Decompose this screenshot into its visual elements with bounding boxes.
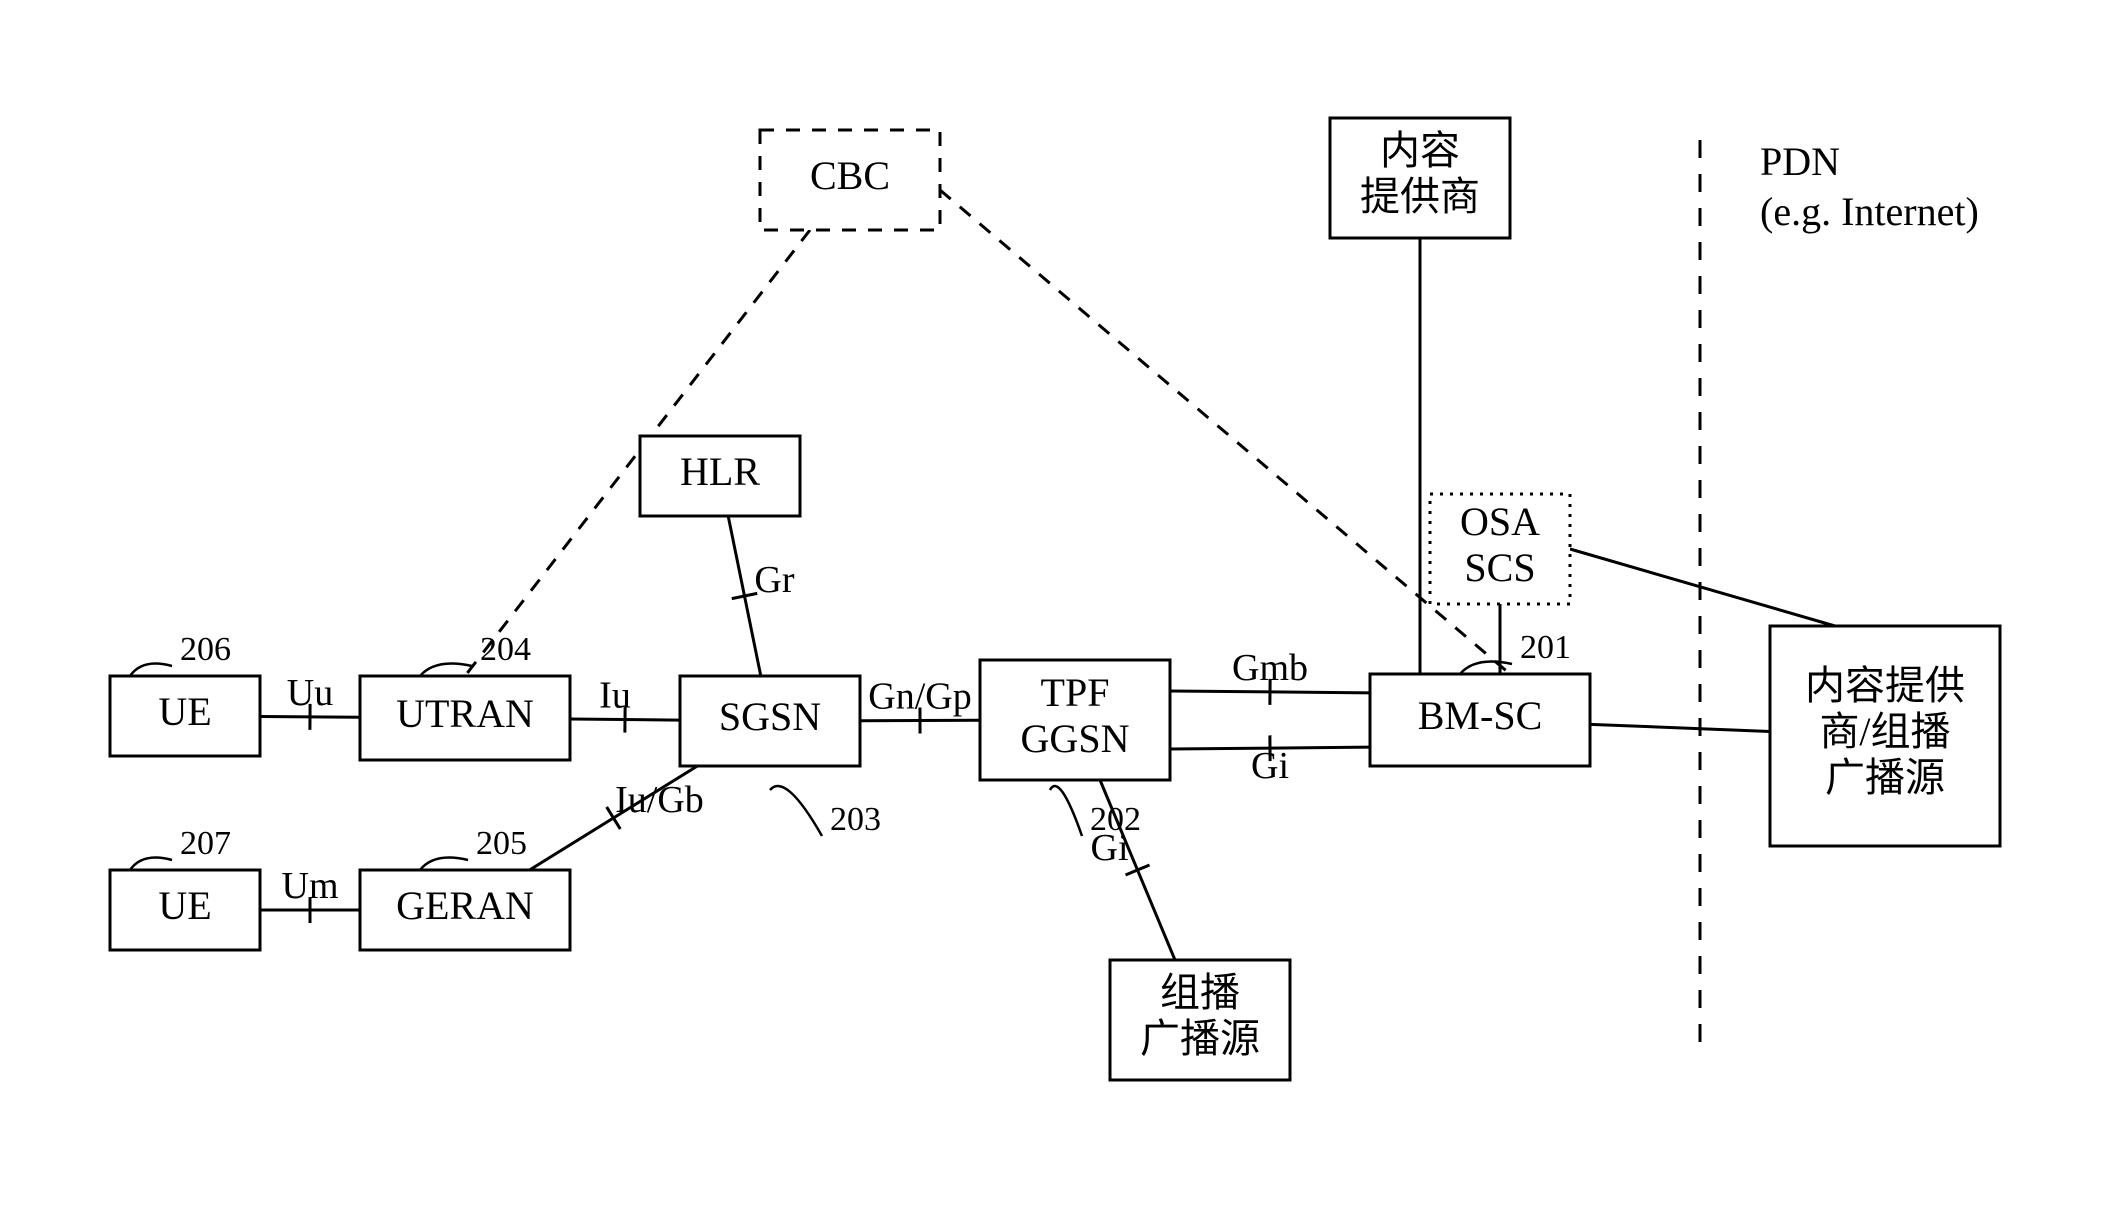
ref-label-sgsn: 203 <box>830 801 881 838</box>
nodes-layer: UE UE UTRAN GERAN HLR SGSN TPFGGSN BM-SC CBC 内容提供… <box>110 118 2000 1080</box>
edge-line-osa-content_provider_right-12 <box>1570 549 1835 626</box>
edge-label-tpf-bmsc-5: Gi <box>1251 745 1289 787</box>
node-geran-label-line0: GERAN <box>396 883 534 928</box>
node-ue1-label-line0: UE <box>158 689 211 734</box>
node-bmsc-label-line0: BM-SC <box>1418 693 1543 738</box>
edge-label-geran-sgsn-8: Iu/Gb <box>615 779 704 821</box>
ref-leader-sgsn <box>770 786 822 836</box>
ref-label-tpf: 202 <box>1090 801 1141 838</box>
node-tpf-label-line0: TPF <box>1041 670 1110 715</box>
ref-label-geran: 205 <box>476 825 527 862</box>
edge-label-tpf-bmsc-4: Gmb <box>1232 647 1308 689</box>
ref-leader-ue2 <box>130 858 172 870</box>
ref-label-bmsc: 201 <box>1520 629 1571 666</box>
node-content_provider_top-label-line1: 提供商 <box>1360 174 1480 219</box>
edge-label-utran-sgsn-2: Iu <box>599 675 631 717</box>
node-hlr-label-line0: HLR <box>680 449 760 494</box>
annot-layer: PDN (e.g. Internet) <box>1760 139 1979 234</box>
node-utran-label-line0: UTRAN <box>396 691 534 736</box>
edge-label-sgsn-tpf-3: Gn/Gp <box>868 676 971 718</box>
node-content_provider_top-label-line0: 内容 <box>1380 128 1460 173</box>
node-cbc-label-line0: CBC <box>810 153 890 198</box>
node-osa-label-line1: SCS <box>1464 545 1535 590</box>
node-content_provider_right-label-line0: 内容提供 <box>1805 663 1965 708</box>
network-architecture-diagram: UE UE UTRAN GERAN HLR SGSN TPFGGSN BM-SC CBC 内容提供… <box>0 0 2111 1227</box>
node-osa-label-line0: OSA <box>1460 499 1540 544</box>
ref-leader-geran <box>420 858 468 870</box>
ref-label-ue1: 206 <box>180 631 231 668</box>
ref-label-utran: 204 <box>480 631 531 668</box>
node-ue2-label-line0: UE <box>158 883 211 928</box>
edge-label-ue2-geran-1: Um <box>282 865 339 907</box>
node-sgsn-label-line0: SGSN <box>719 694 821 739</box>
annotation-pdn-line1: (e.g. Internet) <box>1760 189 1979 234</box>
node-tpf-label-line1: GGSN <box>1021 716 1130 761</box>
node-content_provider_right-label-line1: 商/组播 <box>1819 709 1950 754</box>
edge-line-bmsc-content_provider_right-6 <box>1590 724 1770 731</box>
edge-label-hlr-sgsn-7: Gr <box>754 559 794 601</box>
annotation-pdn-line0: PDN <box>1760 139 1840 184</box>
ref-leader-ue1 <box>130 664 172 676</box>
node-mcast_src-label-line1: 广播源 <box>1140 1016 1260 1061</box>
ref-label-ue2: 207 <box>180 825 231 862</box>
ref-leader-utran <box>420 664 472 676</box>
ref-leader-tpf <box>1050 786 1082 836</box>
node-content_provider_right-label-line2: 广播源 <box>1825 755 1945 800</box>
dashed-edge-cbc-bmsc-1 <box>940 190 1510 674</box>
edge-label-ue1-utran-0: Uu <box>287 672 333 714</box>
node-mcast_src-label-line0: 组播 <box>1160 970 1240 1015</box>
